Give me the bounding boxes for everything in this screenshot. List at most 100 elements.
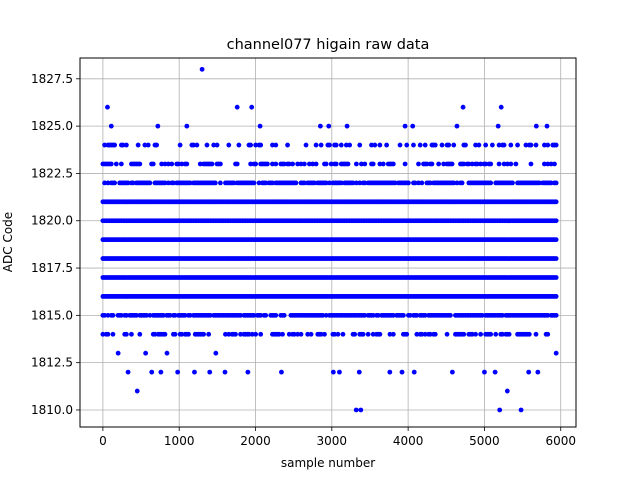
data-point [365,331,371,337]
y-tick-label: 1817.5 [31,261,73,275]
data-point [212,180,218,186]
data-point [545,142,551,148]
data-point [533,142,539,148]
x-tick-label: 0 [99,434,107,448]
data-point [248,142,254,148]
data-point [508,142,514,148]
data-point [273,312,279,318]
data-point [461,331,467,337]
data-point [377,331,383,337]
data-point [135,142,141,148]
data-point [169,161,175,167]
data-point [553,237,559,243]
data-point [542,142,547,148]
data-point [130,180,136,186]
data-point [330,369,336,375]
data-point [436,161,442,167]
data-point [112,142,118,148]
data-point [245,369,251,375]
data-point [301,180,307,186]
data-point [137,331,143,337]
data-point [213,350,219,356]
data-point [461,161,467,167]
data-point [337,369,342,375]
data-point [207,312,213,318]
data-point [226,142,232,148]
data-point [182,312,188,318]
data-point [488,331,494,337]
data-point [149,369,155,375]
data-point [478,331,484,337]
data-point [476,142,482,148]
data-point [359,161,364,167]
data-point [526,369,532,375]
data-point [211,142,217,148]
data-point [263,180,269,186]
x-axis-title: sample number [281,456,375,470]
data-point [427,331,433,337]
data-point [279,369,284,375]
data-point [535,369,541,375]
data-point [276,331,282,337]
data-point [323,180,329,186]
data-point [251,312,257,318]
data-point [301,161,307,167]
data-point [177,142,183,148]
data-point [164,350,170,356]
data-point [553,294,559,299]
data-point [108,123,114,129]
data-point [553,180,559,186]
data-point [474,161,480,167]
data-point [553,142,559,148]
data-point [162,331,168,337]
data-point [542,161,547,167]
data-point [150,161,156,167]
data-point [506,331,512,337]
data-point [370,161,376,167]
data-point [451,142,457,148]
data-point [246,331,252,337]
chart-title: channel077 higain raw data [227,37,430,53]
data-point [333,161,339,167]
data-point [422,331,428,337]
data-point [236,142,242,148]
data-point [143,350,149,356]
y-tick-label: 1810.0 [31,403,73,417]
x-tick-label: 3000 [317,434,348,448]
data-point [492,369,498,375]
data-point [305,331,311,337]
data-point [158,369,164,375]
data-point [473,331,478,337]
data-point [372,142,378,148]
data-point [370,312,376,318]
data-point [528,161,534,167]
data-point [419,331,425,337]
data-point [281,161,287,167]
data-point [497,407,503,413]
x-tick-label: 4000 [393,434,424,448]
y-tick-label: 1822.5 [31,166,73,180]
data-point [179,161,185,167]
data-point [414,331,420,337]
data-point [285,142,290,148]
data-point [303,142,309,148]
data-point [326,123,332,129]
data-point [102,142,107,148]
data-point [253,161,259,167]
data-point [350,180,356,186]
data-point [110,331,116,337]
data-point [257,123,263,129]
data-point [317,123,323,129]
data-point [496,142,502,148]
data-point [399,369,405,375]
data-point [362,161,368,167]
data-point [338,180,344,186]
data-point [102,180,107,186]
data-point [286,331,292,337]
data-point [162,180,168,186]
y-tick-label: 1825.0 [31,119,73,133]
data-point [206,331,212,337]
data-point [290,161,295,167]
data-point [553,199,559,205]
data-point [392,180,398,186]
